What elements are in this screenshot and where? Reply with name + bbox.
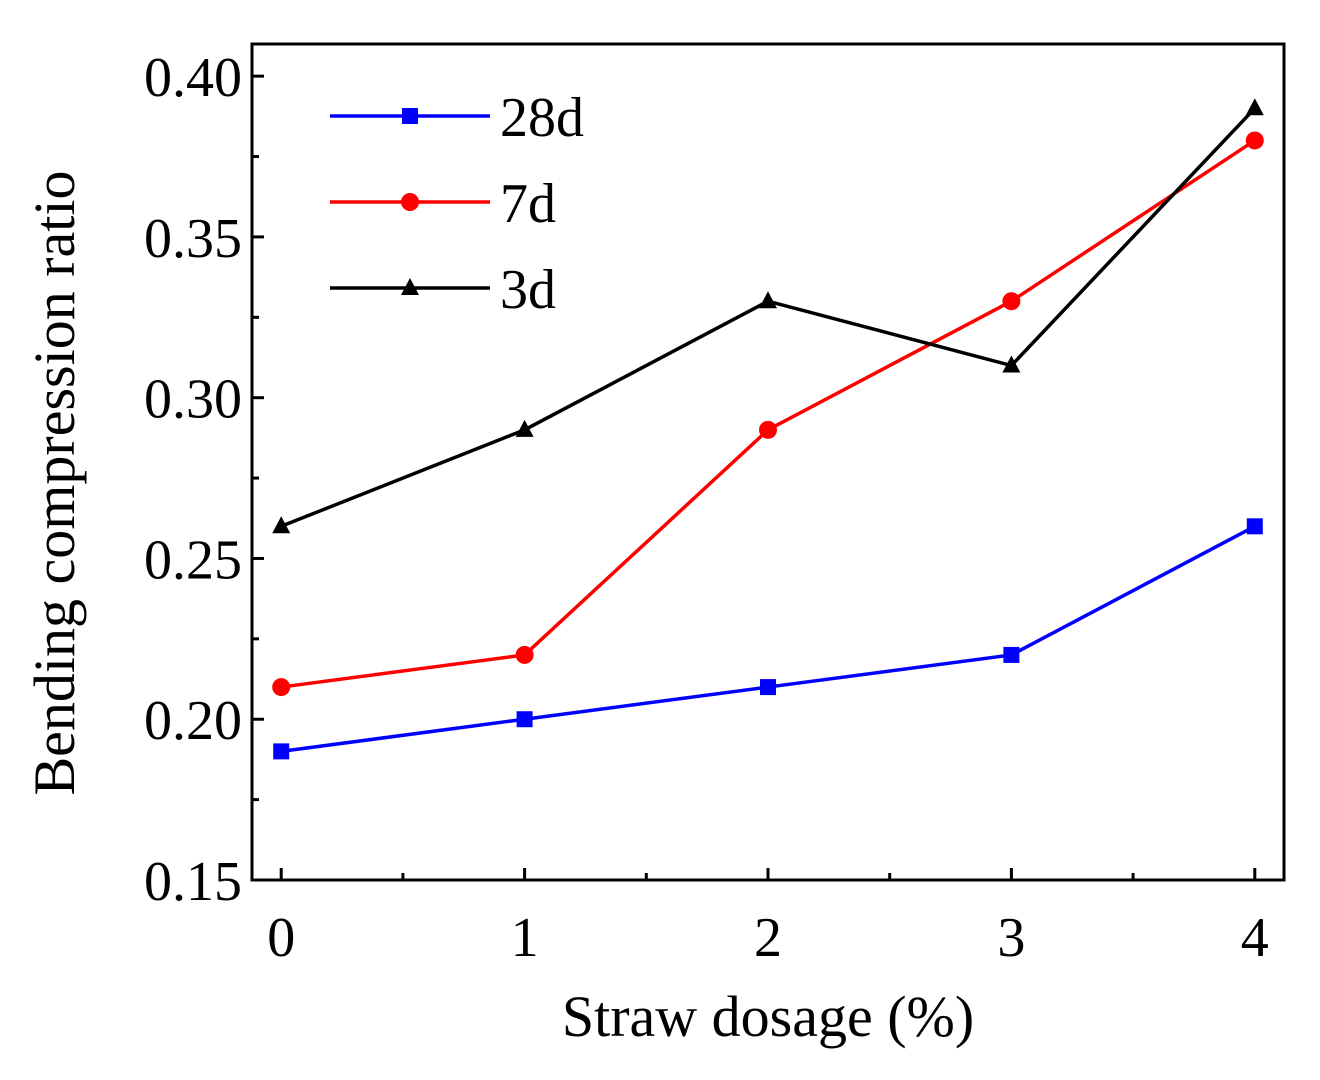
legend-item-7d: 7d bbox=[330, 173, 556, 235]
y-tick-label: 0.40 bbox=[144, 47, 242, 109]
data-point-28d bbox=[273, 743, 290, 760]
legend-marker bbox=[402, 108, 418, 124]
data-point-28d bbox=[516, 711, 533, 728]
data-point-28d bbox=[1246, 518, 1263, 535]
legend-marker bbox=[401, 193, 419, 211]
x-tick-label: 4 bbox=[1241, 907, 1269, 969]
x-tick-label: 1 bbox=[511, 907, 539, 969]
legend-item-28d: 28d bbox=[330, 87, 584, 149]
series-group bbox=[272, 98, 1264, 760]
y-tick-label: 0.25 bbox=[144, 529, 242, 591]
data-point-3d bbox=[515, 419, 534, 437]
series-7d bbox=[272, 131, 1264, 697]
data-point-28d bbox=[760, 679, 776, 696]
plot-frame bbox=[250, 42, 1286, 882]
y-tick-label: 0.30 bbox=[144, 369, 242, 431]
data-point-3d bbox=[1245, 98, 1264, 116]
y-tick-label: 0.20 bbox=[144, 690, 242, 752]
axes: 0 1 2 3 4 0.15 0.20 0.25 0.30 0.35 0.40 bbox=[144, 42, 1286, 969]
x-tick-label: 2 bbox=[754, 907, 782, 969]
x-tick-label: 3 bbox=[997, 907, 1025, 969]
legend-label: 7d bbox=[500, 173, 556, 235]
data-point-7d bbox=[759, 420, 777, 439]
x-tick-label: 0 bbox=[267, 907, 295, 969]
legend-marker bbox=[401, 278, 419, 295]
legend-label: 28d bbox=[500, 87, 584, 149]
legend-item-3d: 3d bbox=[330, 259, 556, 321]
y-tick-label: 0.35 bbox=[144, 208, 242, 270]
data-point-7d bbox=[272, 678, 291, 697]
data-point-3d bbox=[759, 291, 777, 309]
series-3d bbox=[272, 98, 1264, 534]
data-point-3d bbox=[1002, 355, 1021, 373]
data-point-3d bbox=[272, 516, 291, 534]
x-axis-label: Straw dosage (%) bbox=[562, 984, 974, 1049]
data-point-7d bbox=[1245, 131, 1264, 150]
legend: 28d 7d 3d bbox=[330, 87, 584, 321]
data-point-28d bbox=[1003, 646, 1020, 663]
y-axis-label: Bending compression ratio bbox=[22, 170, 87, 795]
data-point-7d bbox=[515, 645, 534, 664]
data-point-7d bbox=[1002, 292, 1021, 311]
y-tick-label: 0.15 bbox=[144, 851, 242, 913]
series-28d bbox=[273, 518, 1263, 760]
series-line-3d bbox=[280, 107, 1257, 528]
legend-label: 3d bbox=[500, 259, 556, 321]
series-line-28d bbox=[280, 524, 1256, 754]
